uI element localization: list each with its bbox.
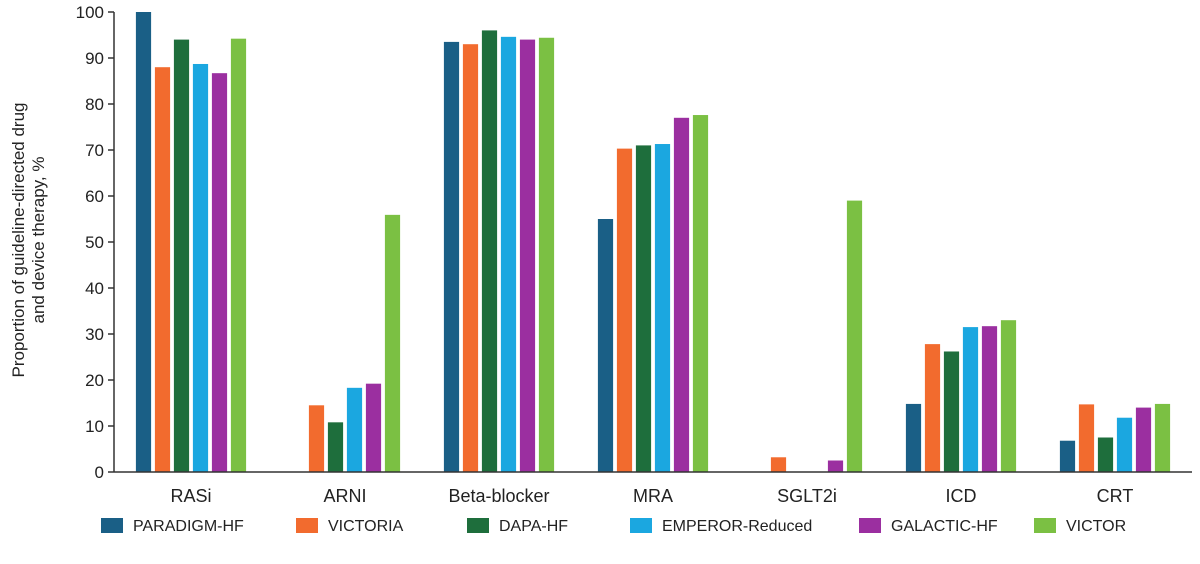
bar-victor-sglt2i bbox=[846, 200, 863, 472]
bar-victoria-beta-blocker bbox=[462, 44, 479, 472]
bar-galactic-hf-mra bbox=[673, 117, 690, 473]
legend-label: PARADIGM-HF bbox=[133, 518, 244, 535]
bar-victoria-mra bbox=[616, 148, 633, 472]
bar-dapa-hf-beta-blocker bbox=[481, 30, 498, 473]
bar-victoria-rasi bbox=[154, 67, 171, 472]
bar-galactic-hf-arni bbox=[365, 383, 382, 472]
bar-galactic-hf-icd bbox=[981, 326, 998, 472]
bar-galactic-hf-sglt2i bbox=[827, 460, 844, 472]
y-tick-label: 80 bbox=[85, 95, 104, 114]
category-label: SGLT2i bbox=[777, 486, 837, 506]
category-label: ARNI bbox=[323, 486, 366, 506]
bar-emperor-reduced-rasi bbox=[192, 63, 209, 472]
y-tick-label: 60 bbox=[85, 187, 104, 206]
bar-galactic-hf-crt bbox=[1135, 407, 1152, 472]
bar-dapa-hf-icd bbox=[943, 351, 960, 472]
bars bbox=[135, 12, 1171, 473]
bar-emperor-reduced-beta-blocker bbox=[500, 36, 517, 473]
bar-dapa-hf-crt bbox=[1097, 437, 1114, 472]
category-label: Beta-blocker bbox=[448, 486, 549, 506]
y-axis-title: Proportion of guideline-directed drug an… bbox=[9, 102, 48, 377]
bar-paradigm-hf-beta-blocker bbox=[443, 41, 460, 473]
legend-swatch bbox=[467, 518, 489, 533]
bar-galactic-hf-rasi bbox=[211, 73, 228, 473]
bar-victor-crt bbox=[1154, 403, 1171, 472]
x-axis-category-labels: RASi ARNI Beta-blocker MRA SGLT2i ICD CRT bbox=[170, 486, 1133, 506]
bar-emperor-reduced-icd bbox=[962, 327, 979, 472]
y-axis-title-line-1: Proportion of guideline-directed drug bbox=[9, 102, 28, 377]
legend-swatch bbox=[101, 518, 123, 533]
bar-galactic-hf-beta-blocker bbox=[519, 39, 536, 472]
bar-victor-rasi bbox=[230, 38, 247, 473]
axes bbox=[113, 12, 1192, 473]
legend-label: VICTOR bbox=[1066, 518, 1126, 535]
bar-paradigm-hf-icd bbox=[905, 403, 922, 472]
category-label: ICD bbox=[946, 486, 977, 506]
legend-swatch bbox=[630, 518, 652, 533]
y-tick-label: 40 bbox=[85, 279, 104, 298]
bar-emperor-reduced-mra bbox=[654, 144, 671, 472]
y-axis-title-line-2: and device therapy, % bbox=[29, 157, 48, 324]
bar-victoria-arni bbox=[308, 405, 325, 472]
bar-victor-beta-blocker bbox=[538, 37, 555, 472]
bar-victor-icd bbox=[1000, 320, 1017, 472]
bar-dapa-hf-arni bbox=[327, 422, 344, 472]
bar-dapa-hf-rasi bbox=[173, 39, 190, 472]
category-label: MRA bbox=[633, 486, 673, 506]
bar-paradigm-hf-mra bbox=[597, 219, 614, 472]
y-tick-label: 20 bbox=[85, 371, 104, 390]
y-tick-label: 10 bbox=[85, 417, 104, 436]
y-tick-label: 0 bbox=[95, 463, 104, 482]
legend-swatch bbox=[1034, 518, 1056, 533]
legend-swatch bbox=[296, 518, 318, 533]
legend-label: VICTORIA bbox=[328, 518, 404, 535]
y-tick-label: 30 bbox=[85, 325, 104, 344]
legend-swatch bbox=[859, 518, 881, 533]
legend-label: EMPEROR-Reduced bbox=[662, 518, 812, 535]
y-axis-ticks: 0 10 20 30 40 50 60 70 80 90 100 bbox=[76, 3, 114, 482]
bar-dapa-hf-mra bbox=[635, 145, 652, 472]
y-tick-label: 70 bbox=[85, 141, 104, 160]
bar-paradigm-hf-crt bbox=[1059, 440, 1076, 472]
category-label: CRT bbox=[1097, 486, 1134, 506]
bar-victor-arni bbox=[384, 214, 401, 473]
bar-victor-mra bbox=[692, 115, 709, 472]
bar-victoria-crt bbox=[1078, 404, 1095, 472]
bar-victoria-sglt2i bbox=[770, 457, 787, 472]
category-label: RASi bbox=[170, 486, 211, 506]
bar-victoria-icd bbox=[924, 344, 941, 472]
y-tick-label: 90 bbox=[85, 49, 104, 68]
y-tick-label: 50 bbox=[85, 233, 104, 252]
legend-label: GALACTIC-HF bbox=[891, 518, 998, 535]
bar-emperor-reduced-arni bbox=[346, 387, 363, 472]
bar-emperor-reduced-crt bbox=[1116, 417, 1133, 472]
legend: PARADIGM-HF VICTORIA DAPA-HF EMPEROR-Reduce… bbox=[101, 518, 1126, 535]
legend-label: DAPA-HF bbox=[499, 518, 568, 535]
y-tick-label: 100 bbox=[76, 3, 104, 22]
bar-paradigm-hf-rasi bbox=[135, 12, 152, 472]
